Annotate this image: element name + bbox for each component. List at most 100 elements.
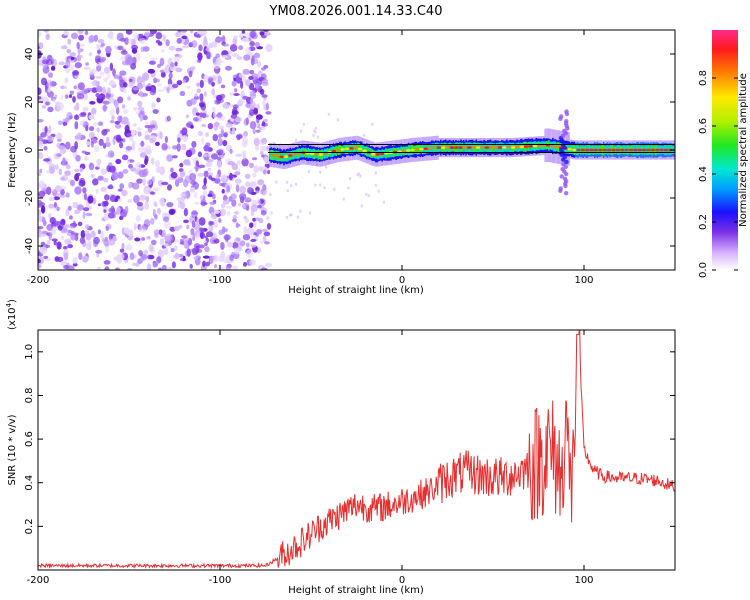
band-flare — [558, 147, 564, 153]
spectrogram-noise-blob — [186, 224, 190, 230]
spectrogram-noise-blob — [205, 132, 209, 137]
spectrogram-noise-blob — [173, 239, 179, 243]
spectrogram-noise-blob — [191, 40, 198, 48]
spectrogram-noise-blob — [233, 35, 239, 39]
spectrogram-noise-blob — [210, 153, 219, 160]
band-peak — [357, 147, 363, 151]
band-peak — [589, 148, 594, 152]
spectrogram-noise-blob — [112, 68, 116, 77]
spectrogram-noise-blob — [78, 34, 85, 41]
spectrogram-noise-blob — [124, 37, 130, 45]
spectrogram-noise-blob — [156, 97, 161, 103]
band-peak — [331, 149, 337, 153]
spectrogram-noise-blob — [38, 87, 42, 95]
spectrogram-noise-blob — [197, 130, 204, 137]
spectrogram-noise-blob — [38, 226, 44, 230]
spectrogram-noise-blob — [116, 206, 121, 215]
spectrogram-noise-blob — [226, 211, 230, 216]
spectrogram-noise-blob — [207, 167, 212, 171]
spectrogram-noise-blob — [183, 208, 188, 217]
spectrogram-noise-blob — [164, 64, 171, 74]
spectrogram-noise-blob — [257, 204, 262, 209]
spectrogram-noise-blob — [70, 233, 76, 241]
band-peak — [379, 152, 385, 156]
spectrogram-noise-blob — [60, 94, 64, 101]
spectrogram-noise-speck — [333, 187, 336, 192]
spectrogram-noise-blob — [208, 220, 213, 226]
spectrogram-noise-blob — [170, 167, 174, 173]
spectrogram-noise-blob — [173, 226, 180, 231]
band-flare — [562, 128, 567, 133]
spectrogram-noise-blob — [257, 60, 262, 68]
spectrogram-noise-blob — [190, 30, 194, 34]
spectrogram-noise-blob — [218, 125, 224, 130]
spectrogram-noise-blob — [232, 104, 239, 109]
band-peak — [283, 155, 289, 158]
band-peak — [353, 146, 358, 149]
spectrogram-noise-blob — [40, 233, 47, 237]
spectrogram-noise-blob — [203, 36, 207, 44]
spectrogram-noise-blob — [253, 165, 259, 173]
spectrogram-noise-blob — [38, 258, 41, 264]
spectrogram-noise-blob — [203, 153, 208, 158]
spectrogram-noise-blob — [62, 121, 68, 126]
spectrogram-noise-blob — [69, 64, 75, 71]
spectrogram-noise-blob — [103, 209, 107, 213]
spectrogram-noise-blob — [161, 264, 167, 270]
spectrogram-noise-blob — [263, 231, 271, 237]
spectrogram-noise-blob — [220, 84, 226, 89]
spectrogram-noise-blob — [217, 138, 223, 147]
spectrogram-noise-blob — [140, 92, 148, 97]
spectrogram-noise-blob — [255, 217, 260, 221]
band-peak — [449, 146, 455, 149]
spectrogram-noise-blob — [44, 125, 48, 134]
spectrogram-noise-blob — [218, 255, 225, 263]
spectrogram-noise-blob — [80, 230, 86, 239]
spectrogram-noise-blob — [233, 211, 239, 215]
spectrogram-noise-blob — [60, 218, 66, 226]
spectrogram-noise-blob — [60, 175, 69, 182]
spectrogram-noise-blob — [239, 185, 246, 195]
snr-y-tick-label: 1.0 — [24, 344, 35, 360]
spectrogram-noise-speck — [314, 126, 318, 130]
spectrogram-noise-blob — [88, 52, 93, 57]
spectrogram-noise-blob — [120, 56, 126, 62]
snr-y-tick-label: 0.2 — [24, 518, 35, 534]
band-peak — [637, 148, 642, 152]
spectrogram-noise-blob — [226, 241, 234, 248]
spectrogram-noise-blob — [159, 57, 165, 67]
spectrogram-noise-blob — [97, 203, 101, 207]
spectrogram-noise-blob — [190, 228, 195, 236]
band-peak — [274, 154, 280, 158]
spectrogram-noise-blob — [107, 87, 111, 94]
spectrogram-noise-blob — [38, 190, 46, 198]
spectrogram-noise-blob — [122, 108, 129, 115]
spectrogram-noise-blob — [250, 244, 257, 248]
spectrogram-noise-blob — [47, 106, 54, 113]
spectrogram-noise-blob — [144, 124, 151, 129]
spectrogram-noise-blob — [154, 160, 160, 168]
spectrogram-noise-blob — [139, 110, 145, 115]
spectrogram-noise-blob — [136, 201, 143, 207]
spectrogram-noise-blob — [130, 167, 136, 172]
spectrogram-noise-speck — [365, 192, 368, 196]
spectrogram-noise-blob — [265, 262, 272, 268]
spectrogram-noise-blob — [266, 147, 270, 152]
spectrogram-noise-blob — [241, 30, 246, 34]
band-peak — [349, 147, 354, 150]
spectrogram-noise-speck — [342, 197, 345, 201]
spectrogram-noise-blob — [198, 217, 206, 226]
spectrogram-noise-blob — [168, 72, 173, 79]
spectrogram-noise-blob — [114, 100, 119, 109]
spectrogram-noise-blob — [78, 180, 86, 187]
spectrogram-noise-blob — [65, 192, 70, 198]
band-peak — [423, 147, 428, 150]
spectrogram-noise-blob — [263, 32, 271, 36]
spectrogram-noise-blob — [198, 102, 205, 108]
spectrogram-noise-speck — [269, 192, 272, 197]
spectrogram-noise-blob — [158, 229, 163, 236]
spectrogram-noise-blob — [62, 157, 66, 166]
spectrogram-noise-blob — [231, 199, 237, 207]
spectrogram-noise-blob — [248, 76, 254, 80]
spectrogram-noise-blob — [253, 232, 258, 236]
